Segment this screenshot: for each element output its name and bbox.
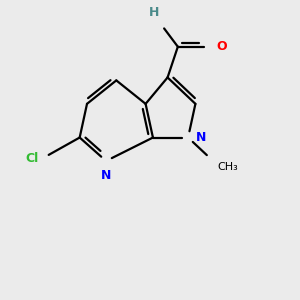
Text: N: N: [195, 131, 206, 144]
Text: CH₃: CH₃: [218, 162, 238, 172]
Text: N: N: [101, 169, 111, 182]
Text: H: H: [148, 6, 159, 19]
Text: Cl: Cl: [26, 152, 39, 164]
Text: O: O: [216, 40, 226, 53]
